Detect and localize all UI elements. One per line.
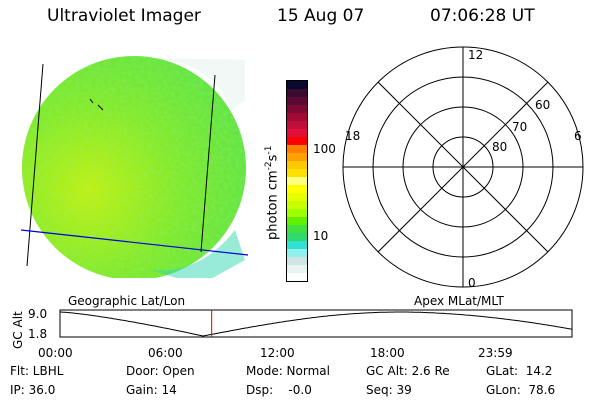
xtick-0000: 00:00 (38, 346, 73, 360)
image-time: 07:06:28 UT (430, 6, 535, 26)
colorbar-tick-10: 10 (313, 229, 329, 243)
lat-label-70: 70 (512, 120, 528, 134)
colorbar-band (287, 217, 307, 225)
mlt-label-18: 18 (345, 129, 361, 143)
colorbar-band (287, 169, 307, 177)
altitude-curve (59, 311, 573, 337)
colorbar-band (287, 225, 307, 233)
ytick-9: 9.0 (28, 307, 48, 321)
ip-status: IP: 36.0 (10, 383, 56, 397)
glon-status: GLon: 78.6 (486, 383, 556, 397)
xtick-0600: 06:00 (148, 346, 183, 360)
mlt-label-6: 6 (574, 129, 582, 143)
xtick-1800: 18:00 (370, 346, 405, 360)
colorbar-band (287, 97, 307, 105)
colorbar-band (287, 129, 307, 137)
colorbar-band (287, 89, 307, 97)
apex-label: Apex MLat/MLT (414, 294, 504, 308)
longitude-line (200, 74, 216, 253)
dsp-status: Dsp: -0.0 (246, 383, 312, 397)
colorbar-band (287, 265, 307, 273)
colorbar-band (287, 273, 307, 281)
colorbar-band (287, 257, 307, 265)
colorbar-band (287, 177, 307, 185)
longitude-line (26, 63, 44, 267)
geographic-label: Geographic Lat/Lon (68, 294, 186, 308)
colorbar-band (287, 241, 307, 249)
door-status: Door: Open (126, 364, 195, 378)
colorbar-band (287, 249, 307, 257)
colorbar-band (287, 105, 307, 113)
lat-label-80: 80 (492, 140, 508, 154)
latitude-line (20, 229, 249, 256)
colorbar-band (287, 193, 307, 201)
colorbar-band (287, 145, 307, 153)
colorbar-band (287, 209, 307, 217)
colorbar-band (287, 161, 307, 169)
colorbar-band (287, 201, 307, 209)
filter-status: Flt: LBHL (10, 364, 64, 378)
glat-status: GLat: 14.2 (486, 364, 553, 378)
lat-label-60: 60 (535, 98, 551, 112)
xtick-2359: 23:59 (478, 346, 513, 360)
colorbar (286, 80, 308, 282)
colorbar-band (287, 121, 307, 129)
mode-status: Mode: Normal (246, 364, 330, 378)
colorbar-band (287, 233, 307, 241)
mlt-label-12: 12 (468, 48, 484, 62)
image-date: 15 Aug 07 (277, 6, 365, 26)
colorbar-band (287, 81, 307, 89)
gc-alt-status: GC Alt: 2.6 Re (366, 364, 450, 378)
colorbar-tick-100: 100 (313, 142, 336, 156)
colorbar-band (287, 113, 307, 121)
instrument-title: Ultraviolet Imager (47, 6, 201, 26)
colorbar-band (287, 185, 307, 193)
colorbar-band (287, 137, 307, 145)
xtick-1200: 12:00 (260, 346, 295, 360)
mlt-label-0: 0 (468, 276, 476, 290)
colorbar-band (287, 153, 307, 161)
ytick-1-8: 1.8 (28, 327, 48, 341)
seq-status: Seq: 39 (366, 383, 412, 397)
gain-status: Gain: 14 (126, 383, 177, 397)
